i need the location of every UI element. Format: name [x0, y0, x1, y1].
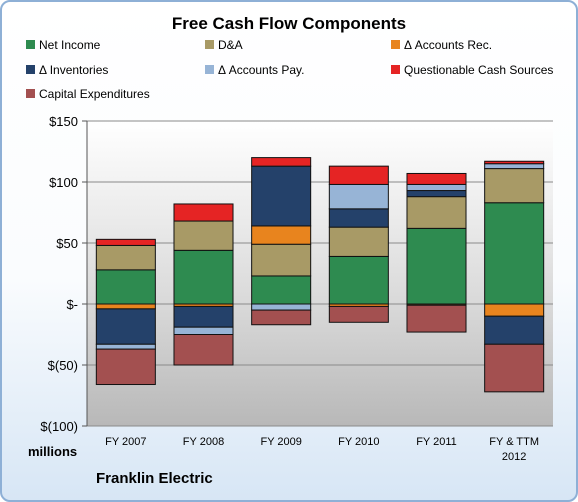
bar-segment	[484, 315, 545, 345]
bar-segment	[173, 203, 234, 222]
bar-segment	[484, 168, 545, 204]
company-label: Franklin Electric	[96, 470, 213, 487]
bar-segment	[95, 269, 156, 305]
legend-swatch-accounts-rec	[391, 40, 400, 50]
bar-segment	[328, 165, 389, 185]
legend-item-accounts-pay: Δ Accounts Pay.	[205, 63, 305, 77]
ytick-label: $100	[49, 175, 78, 190]
legend-item-da: D&A	[205, 38, 243, 52]
bar-segment	[173, 334, 234, 366]
bar-segment	[484, 163, 545, 170]
bar-segment	[251, 165, 312, 227]
legend-item-capex: Capital Expenditures	[26, 87, 150, 101]
legend-label: Δ Inventories	[39, 63, 109, 77]
xtick-label: FY 2007	[105, 436, 146, 448]
bars	[95, 157, 545, 393]
bar-segment	[251, 243, 312, 277]
bar-segment	[251, 275, 312, 305]
bar-segment	[95, 244, 156, 271]
bar-segment	[328, 305, 389, 323]
bar-segment	[328, 208, 389, 228]
bar-segment	[251, 303, 312, 311]
legend-item-accounts-rec: Δ Accounts Rec.	[391, 38, 492, 52]
bar-segment	[251, 157, 312, 167]
ytick-label: $-	[66, 297, 78, 312]
xtick-label: FY 2008	[183, 436, 224, 448]
bar-segment	[251, 225, 312, 245]
chart-title: Free Cash Flow Components	[171, 14, 407, 33]
bar-segment	[484, 303, 545, 317]
ytick-label: $50	[56, 236, 78, 251]
legend-swatch-accounts-pay	[205, 65, 214, 75]
unit-label: millions	[28, 444, 78, 459]
bar-segment	[328, 183, 389, 210]
legend-item-net-income: Net Income	[26, 38, 100, 52]
legend-label: Δ Accounts Rec.	[404, 38, 493, 52]
legend-swatch-inventories	[26, 65, 35, 75]
legend-label: Net Income	[39, 38, 101, 52]
xtick-label: FY 2010	[338, 436, 379, 448]
bar-segment	[406, 183, 467, 192]
bar-segment	[173, 326, 234, 335]
axes: $150 $100 $50 $- $(50) $(100) FY 2007 FY 2008 FY…	[40, 114, 539, 463]
legend-swatch-capex	[26, 89, 35, 99]
bar-segment	[173, 249, 234, 305]
bar-segment	[406, 190, 467, 198]
xtick-label: FY & TTM	[489, 436, 539, 448]
legend-label: D&A	[218, 38, 243, 52]
bar-segment	[484, 343, 545, 393]
legend-item-questionable-cash: Questionable Cash Sources	[391, 63, 553, 77]
bar-segment	[406, 196, 467, 229]
gridlines	[87, 120, 553, 427]
xtick-label: FY 2011	[416, 436, 457, 448]
bar-segment	[406, 172, 467, 185]
legend-label: Δ Accounts Pay.	[218, 63, 305, 77]
bar-segment	[173, 220, 234, 251]
ytick-label: $(50)	[48, 358, 78, 373]
bar-segment	[173, 305, 234, 328]
bar-segment	[95, 303, 156, 310]
bar-segment	[328, 255, 389, 305]
ytick-label: $150	[49, 114, 78, 129]
bar-segment	[95, 308, 156, 345]
xtick-label: 2012	[502, 451, 526, 463]
legend-label: Questionable Cash Sources	[404, 63, 554, 77]
bar-segment	[406, 304, 467, 333]
bar-segment	[95, 343, 156, 350]
ytick-label: $(100)	[40, 419, 78, 434]
legend-item-inventories: Δ Inventories	[26, 63, 108, 77]
bar-segment	[484, 160, 545, 165]
legend-swatch-questionable-cash	[391, 65, 400, 75]
plot-area	[87, 121, 553, 426]
legend-label: Capital Expenditures	[39, 87, 150, 101]
legend-swatch-da	[205, 40, 214, 50]
bar-segment	[251, 309, 312, 326]
bar-segment	[328, 226, 389, 257]
bar-segment	[406, 227, 467, 305]
bar-segment	[95, 238, 156, 246]
xtick-label: FY 2009	[260, 436, 301, 448]
legend-swatch-net-income	[26, 40, 35, 50]
bar-segment	[484, 202, 545, 305]
bar-segment	[95, 348, 156, 386]
